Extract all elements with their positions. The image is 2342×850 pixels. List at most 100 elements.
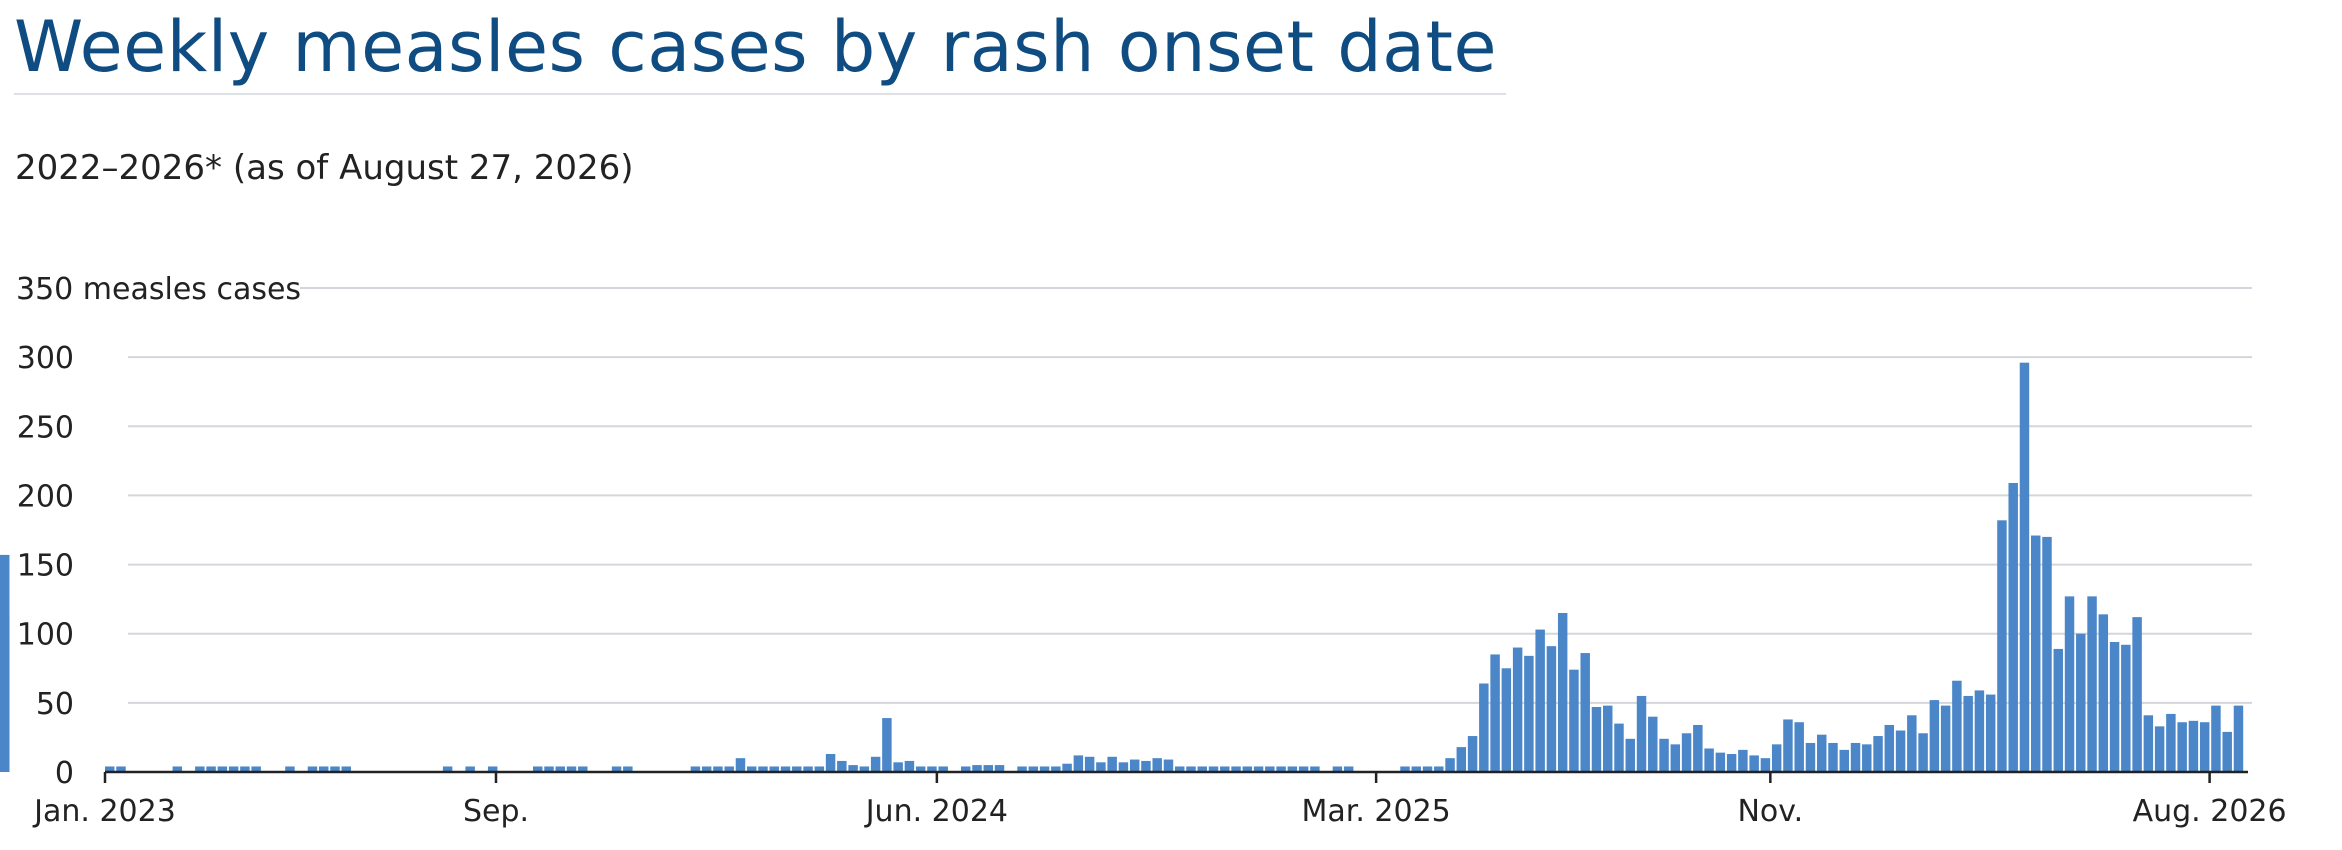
bar	[1298, 766, 1309, 772]
bar	[904, 760, 915, 772]
bar	[1929, 700, 1940, 772]
bar	[1805, 742, 1816, 772]
bar	[927, 766, 937, 772]
bar	[172, 766, 183, 772]
bar	[983, 765, 993, 772]
bar	[2031, 535, 2041, 772]
bar	[1287, 766, 1298, 772]
bar	[2177, 722, 2187, 772]
bar	[792, 766, 802, 772]
bar	[1456, 747, 1467, 772]
bar	[1152, 758, 1162, 772]
bar	[1265, 766, 1275, 772]
bar	[758, 766, 768, 772]
bar	[1084, 756, 1095, 772]
bar	[724, 766, 734, 772]
bar	[1580, 653, 1590, 772]
bar	[1490, 654, 1500, 772]
bar	[2042, 536, 2052, 772]
bar	[1535, 629, 1545, 772]
bar	[2008, 482, 2018, 772]
bar	[217, 766, 228, 772]
bar	[1231, 766, 1241, 772]
bar	[1693, 724, 1703, 772]
bar	[1603, 705, 1613, 772]
bar	[1771, 744, 1782, 772]
bar	[319, 766, 329, 772]
bar	[938, 766, 948, 772]
bar	[690, 766, 701, 772]
bar	[105, 766, 115, 772]
bar	[882, 718, 892, 772]
bar	[285, 766, 295, 772]
bar	[206, 766, 216, 772]
bar	[2233, 705, 2244, 772]
bar	[1445, 758, 1455, 772]
bar	[1524, 655, 1534, 772]
bar	[465, 766, 475, 772]
bar	[544, 766, 554, 772]
bar	[961, 766, 971, 772]
x-tick-label: Aug. 2026	[2133, 794, 2287, 829]
bar	[893, 762, 903, 772]
bar	[1118, 762, 1129, 772]
bar	[1760, 758, 1771, 772]
bar	[1422, 766, 1433, 772]
bar	[2019, 362, 2030, 772]
bar	[330, 766, 340, 772]
bar	[578, 766, 588, 772]
bar	[1850, 742, 1861, 772]
bar	[1062, 763, 1072, 772]
bar	[1467, 736, 1478, 772]
bar	[1985, 694, 1996, 772]
y-tick-label: 250	[17, 410, 74, 445]
bar	[2188, 720, 2199, 772]
bar	[1197, 766, 1207, 772]
bar	[1073, 755, 1084, 772]
bar	[442, 766, 453, 772]
bar	[1918, 733, 1928, 772]
bar	[1332, 766, 1343, 772]
bar	[1636, 695, 1647, 772]
bar	[2109, 642, 2120, 772]
bar	[1276, 766, 1286, 772]
bar	[1242, 766, 1253, 772]
bar	[1862, 744, 1872, 772]
bar	[195, 766, 205, 772]
bar	[1557, 612, 1568, 772]
bar	[1310, 766, 1320, 772]
bar	[1726, 754, 1737, 772]
bar	[1963, 695, 1973, 772]
y-tick-label: 0	[55, 756, 74, 791]
bar	[1828, 742, 1838, 772]
bar	[701, 766, 712, 772]
bar	[2053, 648, 2063, 772]
bar	[240, 766, 250, 772]
bar	[1839, 749, 1849, 772]
bar	[735, 758, 746, 772]
bar	[1039, 766, 1050, 772]
y-tick-label: 200	[17, 479, 74, 514]
bar	[859, 766, 870, 772]
bar	[814, 766, 825, 772]
bar	[972, 765, 982, 772]
bar	[1028, 766, 1039, 772]
bar	[1017, 766, 1027, 772]
bar	[837, 760, 847, 772]
bar	[2222, 731, 2232, 772]
bar	[1738, 749, 1748, 772]
bar	[825, 754, 836, 772]
gridlines	[128, 287, 2252, 704]
y-tick-label: 50	[36, 687, 74, 722]
bar	[1749, 755, 1759, 772]
bar	[1512, 647, 1523, 772]
bar	[1208, 766, 1219, 772]
bar	[803, 766, 813, 772]
bar	[1715, 752, 1726, 772]
bar	[1434, 766, 1444, 772]
bar	[2199, 722, 2210, 772]
bar	[2098, 614, 2109, 772]
bar	[1175, 766, 1185, 772]
bar	[2143, 715, 2154, 772]
